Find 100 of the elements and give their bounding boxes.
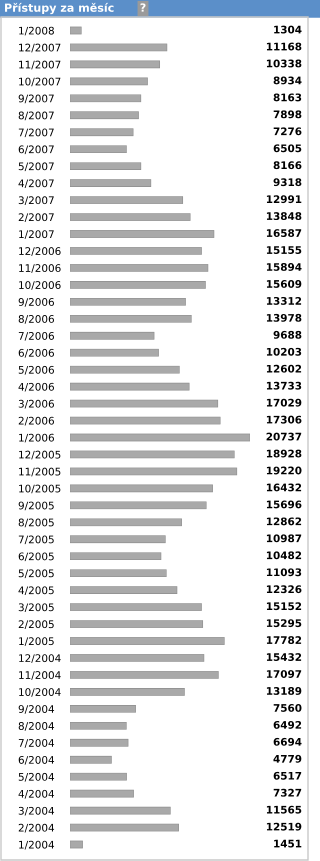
bar (70, 738, 128, 747)
bar (70, 179, 152, 187)
y-tick-label: 10/2007 (19, 78, 60, 86)
y-tick-label: 6/2005 (18, 552, 54, 562)
data-label: 10203 (266, 348, 302, 356)
data-label: 16432 (266, 484, 302, 492)
y-tick-label: 7/2005 (18, 535, 54, 544)
data-label: 12602 (266, 364, 302, 373)
bar (70, 298, 186, 306)
data-label: 7560 (274, 704, 302, 712)
bar (70, 44, 168, 52)
y-tick-label: 7/2006 (18, 332, 54, 341)
bar (70, 518, 182, 526)
data-label: 12991 (266, 195, 302, 204)
data-label: 13978 (266, 314, 302, 322)
data-label: 9318 (274, 178, 302, 186)
y-tick-label: 7/2007 (18, 128, 54, 138)
bar (70, 416, 220, 424)
bar (70, 264, 208, 272)
y-tick-label: 10/2006 (19, 281, 61, 290)
data-label: 7898 (274, 110, 302, 118)
data-label: 6517 (274, 772, 302, 780)
data-label: 12326 (266, 585, 302, 594)
y-tick-label: 4/2006 (18, 382, 54, 392)
y-tick-label: 8/2006 (18, 315, 54, 324)
data-label: 11565 (266, 806, 302, 814)
bar (70, 569, 167, 578)
y-tick-label: 5/2005 (18, 569, 54, 578)
bar (70, 145, 127, 154)
y-tick-label: 10/2004 (19, 688, 61, 697)
y-tick-label: 4/2005 (18, 586, 54, 596)
y-tick-label: 1/2006 (19, 434, 54, 442)
data-label: 10987 (266, 534, 302, 542)
data-label: 20737 (266, 432, 302, 441)
data-label: 17782 (266, 636, 302, 644)
bar (70, 196, 184, 204)
y-tick-label: 11/2004 (19, 671, 61, 680)
bar (70, 535, 166, 544)
text: ? (140, 3, 146, 12)
y-tick-label: 11/2006 (19, 264, 61, 273)
y-tick-label: 12/2006 (19, 247, 61, 256)
bar (70, 468, 238, 476)
bar (70, 756, 112, 764)
data-label: 6492 (274, 720, 302, 729)
data-label: 17306 (266, 416, 302, 424)
bar (70, 637, 225, 645)
data-label: 15432 (266, 653, 302, 661)
y-tick-label: 7/2004 (18, 738, 54, 748)
bar (70, 705, 136, 713)
bar (70, 434, 250, 442)
y-tick-label: 4/2007 (18, 179, 54, 188)
bar (70, 722, 127, 730)
y-tick-label: 2/2004 (18, 824, 54, 832)
data-label: 7276 (274, 127, 302, 136)
y-tick-label: 8/2004 (18, 722, 54, 731)
data-label: 13189 (266, 687, 302, 695)
y-tick-label: 11/2007 (19, 60, 60, 70)
bar (70, 366, 180, 374)
bar (70, 790, 134, 798)
y-tick-label: 12/2005 (19, 450, 60, 460)
y-tick-label: 6/2004 (18, 756, 54, 765)
y-tick-label: 3/2006 (18, 400, 54, 409)
data-label: 12519 (266, 822, 302, 831)
data-label: 13312 (266, 296, 302, 305)
data-label: 10338 (266, 60, 302, 68)
data-label: 1304 (274, 26, 302, 34)
data-label: 15295 (266, 619, 302, 628)
bar (70, 382, 190, 390)
y-tick-label: 5/2006 (18, 366, 54, 375)
data-label: 8163 (274, 93, 302, 102)
data-label: 11168 (266, 42, 302, 50)
bar (70, 688, 185, 696)
data-label: 8166 (274, 161, 302, 170)
bar (70, 332, 154, 340)
data-label: 11093 (266, 568, 302, 576)
data-label: 17029 (266, 398, 302, 407)
bar (70, 840, 83, 848)
data-label: 1451 (274, 840, 302, 848)
bar (70, 501, 207, 510)
bar (70, 671, 219, 679)
y-tick-label: 2/2005 (18, 620, 54, 629)
y-tick-label: 9/2007 (18, 94, 54, 104)
y-tick-label: 3/2005 (18, 603, 54, 612)
y-tick-label: 5/2007 (18, 162, 54, 172)
data-label: 15894 (266, 263, 302, 271)
y-tick-label: 1/2004 (19, 840, 54, 850)
bar (70, 586, 178, 594)
y-tick-label: 8/2005 (18, 518, 54, 528)
data-label: 13848 (266, 212, 302, 220)
y-tick-label: 1/2007 (19, 230, 54, 239)
y-tick-label: 2/2006 (18, 416, 54, 426)
bar (70, 281, 206, 289)
bar (70, 213, 190, 221)
data-label: 18928 (266, 450, 302, 458)
bar (70, 552, 162, 560)
y-tick-label: 2/2007 (18, 213, 54, 222)
y-tick-label: 8/2007 (18, 112, 54, 120)
bar (70, 824, 179, 832)
data-label: 15155 (266, 246, 302, 254)
bar (70, 620, 204, 628)
